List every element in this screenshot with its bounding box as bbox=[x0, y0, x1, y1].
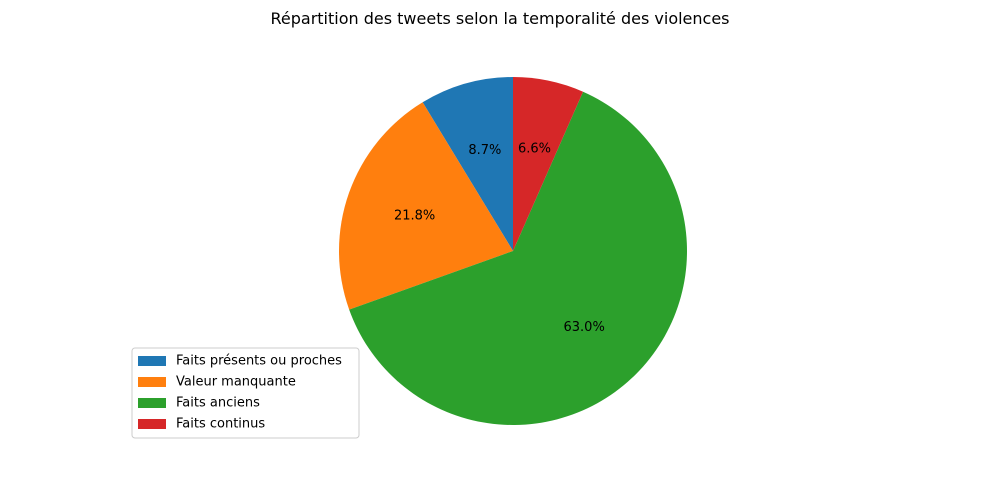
chart-title: Répartition des tweets selon la temporal… bbox=[270, 9, 729, 28]
pie-slice-2 bbox=[339, 102, 513, 310]
percentage-labels: 8.7% 21.8% 63.0% 6.6% bbox=[394, 141, 605, 335]
legend-label: Faits anciens bbox=[176, 396, 260, 411]
slice-percentage-label: 6.6% bbox=[518, 141, 551, 156]
slice-percentage-label: 21.8% bbox=[394, 209, 435, 224]
slice-percentage-label: 63.0% bbox=[564, 320, 605, 335]
slice-percentage-label: 8.7% bbox=[468, 143, 501, 158]
legend-label: Valeur manquante bbox=[176, 375, 296, 390]
legend-label: Faits présents ou proches bbox=[176, 354, 342, 369]
pie-slices bbox=[339, 77, 687, 426]
pie-slice-4 bbox=[513, 77, 584, 251]
legend-frame bbox=[131, 347, 360, 439]
pie-slice-3 bbox=[349, 91, 687, 426]
legend: Faits présents ou proches Valeur manquant… bbox=[131, 347, 360, 439]
legend-swatch bbox=[138, 356, 166, 366]
legend-swatch bbox=[138, 419, 166, 429]
pie-slice-1 bbox=[422, 77, 513, 251]
legend-label: Faits continus bbox=[176, 417, 265, 432]
legend-swatch bbox=[138, 398, 166, 408]
legend-swatch bbox=[138, 377, 166, 387]
